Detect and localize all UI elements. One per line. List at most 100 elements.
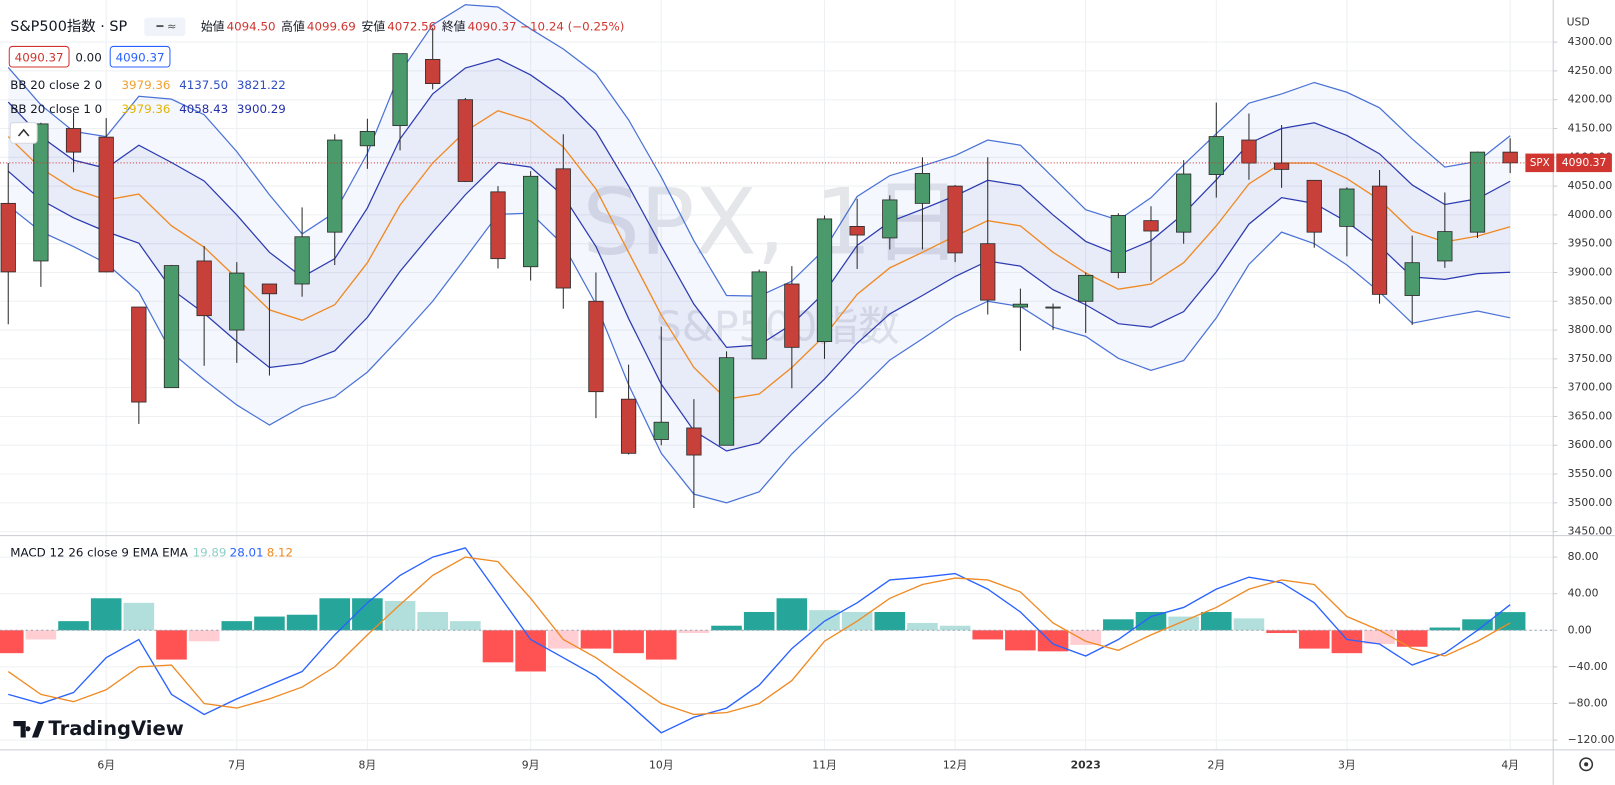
candle-body bbox=[131, 306, 147, 403]
histogram-bar bbox=[1462, 619, 1493, 631]
candle-body bbox=[98, 136, 114, 273]
indicator-value: 4058.43 bbox=[179, 102, 228, 116]
y-tick-label: 4250.00 bbox=[1568, 64, 1613, 77]
candle-body bbox=[294, 236, 310, 285]
compare-icon: ━ ≈ bbox=[156, 19, 177, 33]
y-tick-label: 80.00 bbox=[1568, 550, 1599, 563]
histogram-bar bbox=[0, 630, 24, 654]
candle-body bbox=[523, 175, 539, 268]
histogram-bar bbox=[1429, 627, 1461, 631]
candle-body bbox=[1371, 185, 1388, 295]
candle-body bbox=[1012, 303, 1029, 308]
y-tick-label: 4000.00 bbox=[1568, 208, 1613, 221]
histogram-bar bbox=[809, 610, 840, 631]
histogram-bar bbox=[25, 630, 57, 640]
y-tick-label: 3750.00 bbox=[1568, 352, 1613, 365]
watermark-name: S&P500指数 bbox=[656, 303, 900, 351]
histogram-bar bbox=[156, 630, 187, 660]
candle-body bbox=[425, 58, 441, 84]
plot-layer bbox=[0, 4, 1554, 734]
candle-body bbox=[65, 128, 82, 153]
histogram-bar bbox=[1266, 630, 1297, 634]
candle-body bbox=[1045, 306, 1061, 309]
candle-body bbox=[1339, 188, 1355, 227]
candle-body bbox=[816, 218, 833, 343]
sell-box[interactable] bbox=[8, 45, 70, 68]
ohlc-value: 4090.37 bbox=[468, 19, 517, 33]
buy-box[interactable] bbox=[109, 45, 171, 68]
y-tick-label: 0.00 bbox=[1568, 623, 1592, 636]
indicator-name: MACD 12 26 close 9 EMA EMA bbox=[10, 546, 188, 560]
x-tick-label: 10月 bbox=[649, 758, 674, 771]
x-tick-label: 8月 bbox=[359, 758, 377, 771]
watermark-symbol: SPX, 1日 bbox=[582, 171, 962, 276]
symbol-tag-label: SPX bbox=[1530, 157, 1550, 169]
x-tick-label: 6月 bbox=[97, 758, 115, 771]
y-tick-label: 3650.00 bbox=[1568, 409, 1613, 422]
indicator-value: 3979.36 bbox=[122, 78, 171, 92]
histogram-bar bbox=[1494, 612, 1526, 631]
indicator-name: BB 20 close 2 0 bbox=[10, 78, 102, 92]
histogram-bar bbox=[254, 616, 285, 631]
y-tick-label: 3700.00 bbox=[1568, 381, 1613, 394]
candle-body bbox=[1143, 220, 1159, 232]
ohlc-label: 始値 bbox=[201, 19, 225, 33]
histogram-bar bbox=[1037, 630, 1069, 652]
logo-text: TradingView bbox=[48, 717, 183, 740]
ohlc-legend: 始値 4094.50 高値 4099.69 安値 4072.56 終値 4090.37 −10.… bbox=[201, 19, 625, 33]
candle-body bbox=[261, 283, 278, 295]
y-tick-label: 40.00 bbox=[1568, 587, 1599, 600]
histogram-bar bbox=[1135, 611, 1167, 631]
candle-body bbox=[686, 427, 702, 456]
y-tick-label: 4300.00 bbox=[1568, 35, 1613, 48]
candle-body bbox=[163, 265, 180, 389]
histogram-bar bbox=[939, 625, 971, 631]
symbol-title: S&P500指数 · SP bbox=[10, 18, 127, 35]
histogram-bar bbox=[907, 622, 938, 631]
axis-layer: 4300.004250.004200.004150.004100.004050.… bbox=[97, 35, 1614, 771]
indicator-value: 28.01 bbox=[230, 546, 264, 560]
y-tick-label: −40.00 bbox=[1568, 660, 1608, 673]
histogram-bar bbox=[645, 630, 677, 660]
compare-button[interactable] bbox=[144, 17, 186, 37]
band-fill bbox=[8, 4, 1511, 503]
histogram-bar bbox=[1070, 630, 1101, 645]
histogram-bar bbox=[580, 630, 612, 649]
candle-body bbox=[849, 225, 865, 236]
histogram-bar bbox=[450, 621, 481, 631]
x-tick-label: 12月 bbox=[943, 758, 968, 771]
ohlc-value: 4099.69 bbox=[307, 19, 356, 33]
collapse-button[interactable] bbox=[9, 122, 38, 144]
histogram-bar bbox=[286, 614, 318, 631]
currency-label: USD bbox=[1567, 16, 1590, 29]
y-tick-label: 3500.00 bbox=[1568, 496, 1613, 509]
settings-button[interactable] bbox=[1579, 757, 1594, 772]
candle-body bbox=[1273, 162, 1290, 170]
candle-body bbox=[588, 300, 604, 393]
histogram-bar bbox=[1201, 611, 1232, 631]
histogram-bar bbox=[90, 598, 122, 631]
candle-body bbox=[620, 398, 637, 454]
band-fill bbox=[8, 58, 1511, 452]
band-line bbox=[7, 205, 1511, 504]
candle-body bbox=[555, 168, 571, 289]
histogram-bar bbox=[384, 601, 416, 631]
candle-body bbox=[1208, 136, 1224, 175]
ohlc-label: 安値 bbox=[362, 19, 386, 33]
x-tick-label: 7月 bbox=[228, 758, 246, 771]
histogram-bar bbox=[678, 630, 710, 634]
buy-price: 4090.37 bbox=[116, 50, 165, 64]
ohlc-value: 4072.56 bbox=[387, 19, 436, 33]
histogram-bar bbox=[1103, 619, 1134, 631]
candle-body bbox=[1241, 139, 1257, 164]
candle-body bbox=[1110, 215, 1126, 273]
change: −10.24 (−0.25%) bbox=[520, 19, 624, 33]
histogram-bar bbox=[972, 630, 1004, 640]
candle-body bbox=[392, 53, 408, 127]
y-tick-label: 4200.00 bbox=[1568, 93, 1613, 106]
x-tick-label: 2023 bbox=[1071, 758, 1101, 771]
x-tick-label: 2月 bbox=[1207, 758, 1225, 771]
y-tick-label: 4050.00 bbox=[1568, 179, 1613, 192]
